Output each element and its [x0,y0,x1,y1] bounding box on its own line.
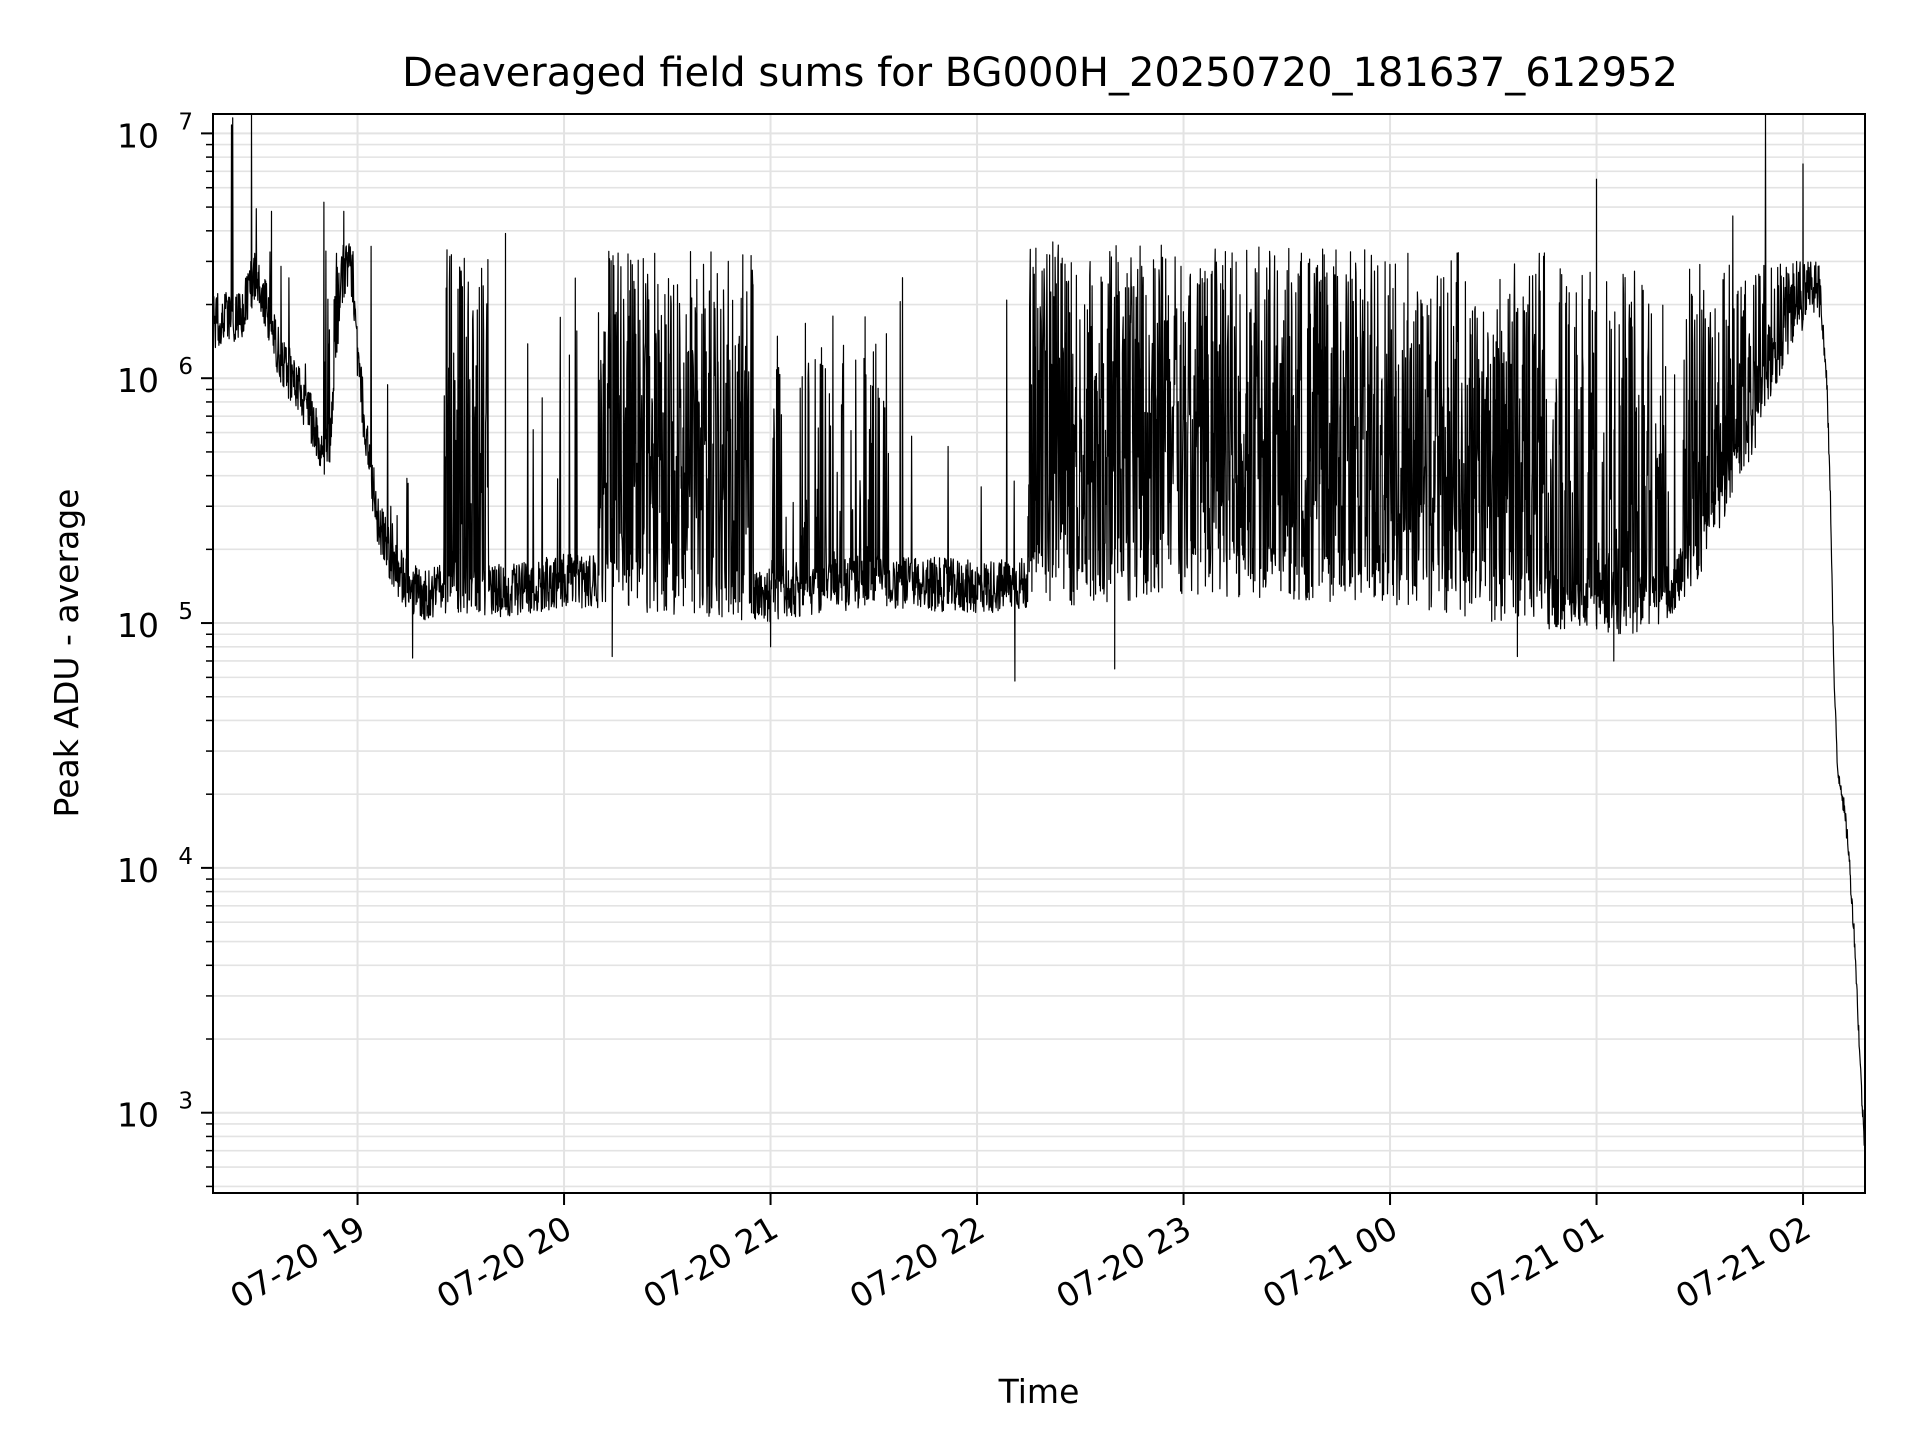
chart-title: Deaveraged field sums for BG000H_2025072… [402,50,1678,96]
y-tick-exponent: 5 [178,599,193,625]
y-tick-label: 10 [117,361,159,400]
x-axis: 07-20 19 07-20 20 07-20 21 07-20 22 07-20 23… [224,1193,1817,1316]
x-tick-label: 07-20 21 [637,1208,785,1316]
plot-frame [212,113,1866,1194]
series-peak-adu [213,114,1865,1152]
x-tick-label: 07-21 00 [1256,1208,1404,1316]
x-tick-label: 07-20 22 [843,1208,991,1316]
y-axis-label: Peak ADU - average [47,489,86,818]
y-tick-label: 10 [117,606,159,645]
y-tick-label: 10 [117,1096,159,1135]
series-line [213,114,1865,1152]
y-axis: 10 3 10 4 10 5 10 6 10 7 [117,109,213,1188]
x-tick-label: 07-21 02 [1669,1208,1817,1316]
x-tick-label: 07-21 01 [1463,1208,1611,1316]
x-tick-label: 07-20 23 [1050,1208,1198,1316]
y-tick-label: 10 [117,116,159,155]
x-axis-label: Time [998,1372,1080,1411]
y-tick-label: 10 [117,851,159,890]
y-tick-exponent: 6 [178,354,193,380]
y-tick-exponent: 3 [178,1089,193,1115]
x-tick-label: 07-20 20 [430,1208,578,1316]
x-tick-label: 07-20 19 [224,1208,372,1316]
y-tick-exponent: 4 [178,844,193,870]
y-tick-exponent: 7 [178,109,193,135]
